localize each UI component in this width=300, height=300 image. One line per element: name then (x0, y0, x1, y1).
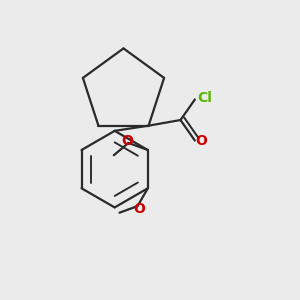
Text: O: O (195, 134, 207, 148)
Text: Cl: Cl (197, 91, 212, 105)
Text: O: O (133, 202, 145, 216)
Text: O: O (121, 134, 133, 148)
Text: O: O (105, 154, 112, 164)
